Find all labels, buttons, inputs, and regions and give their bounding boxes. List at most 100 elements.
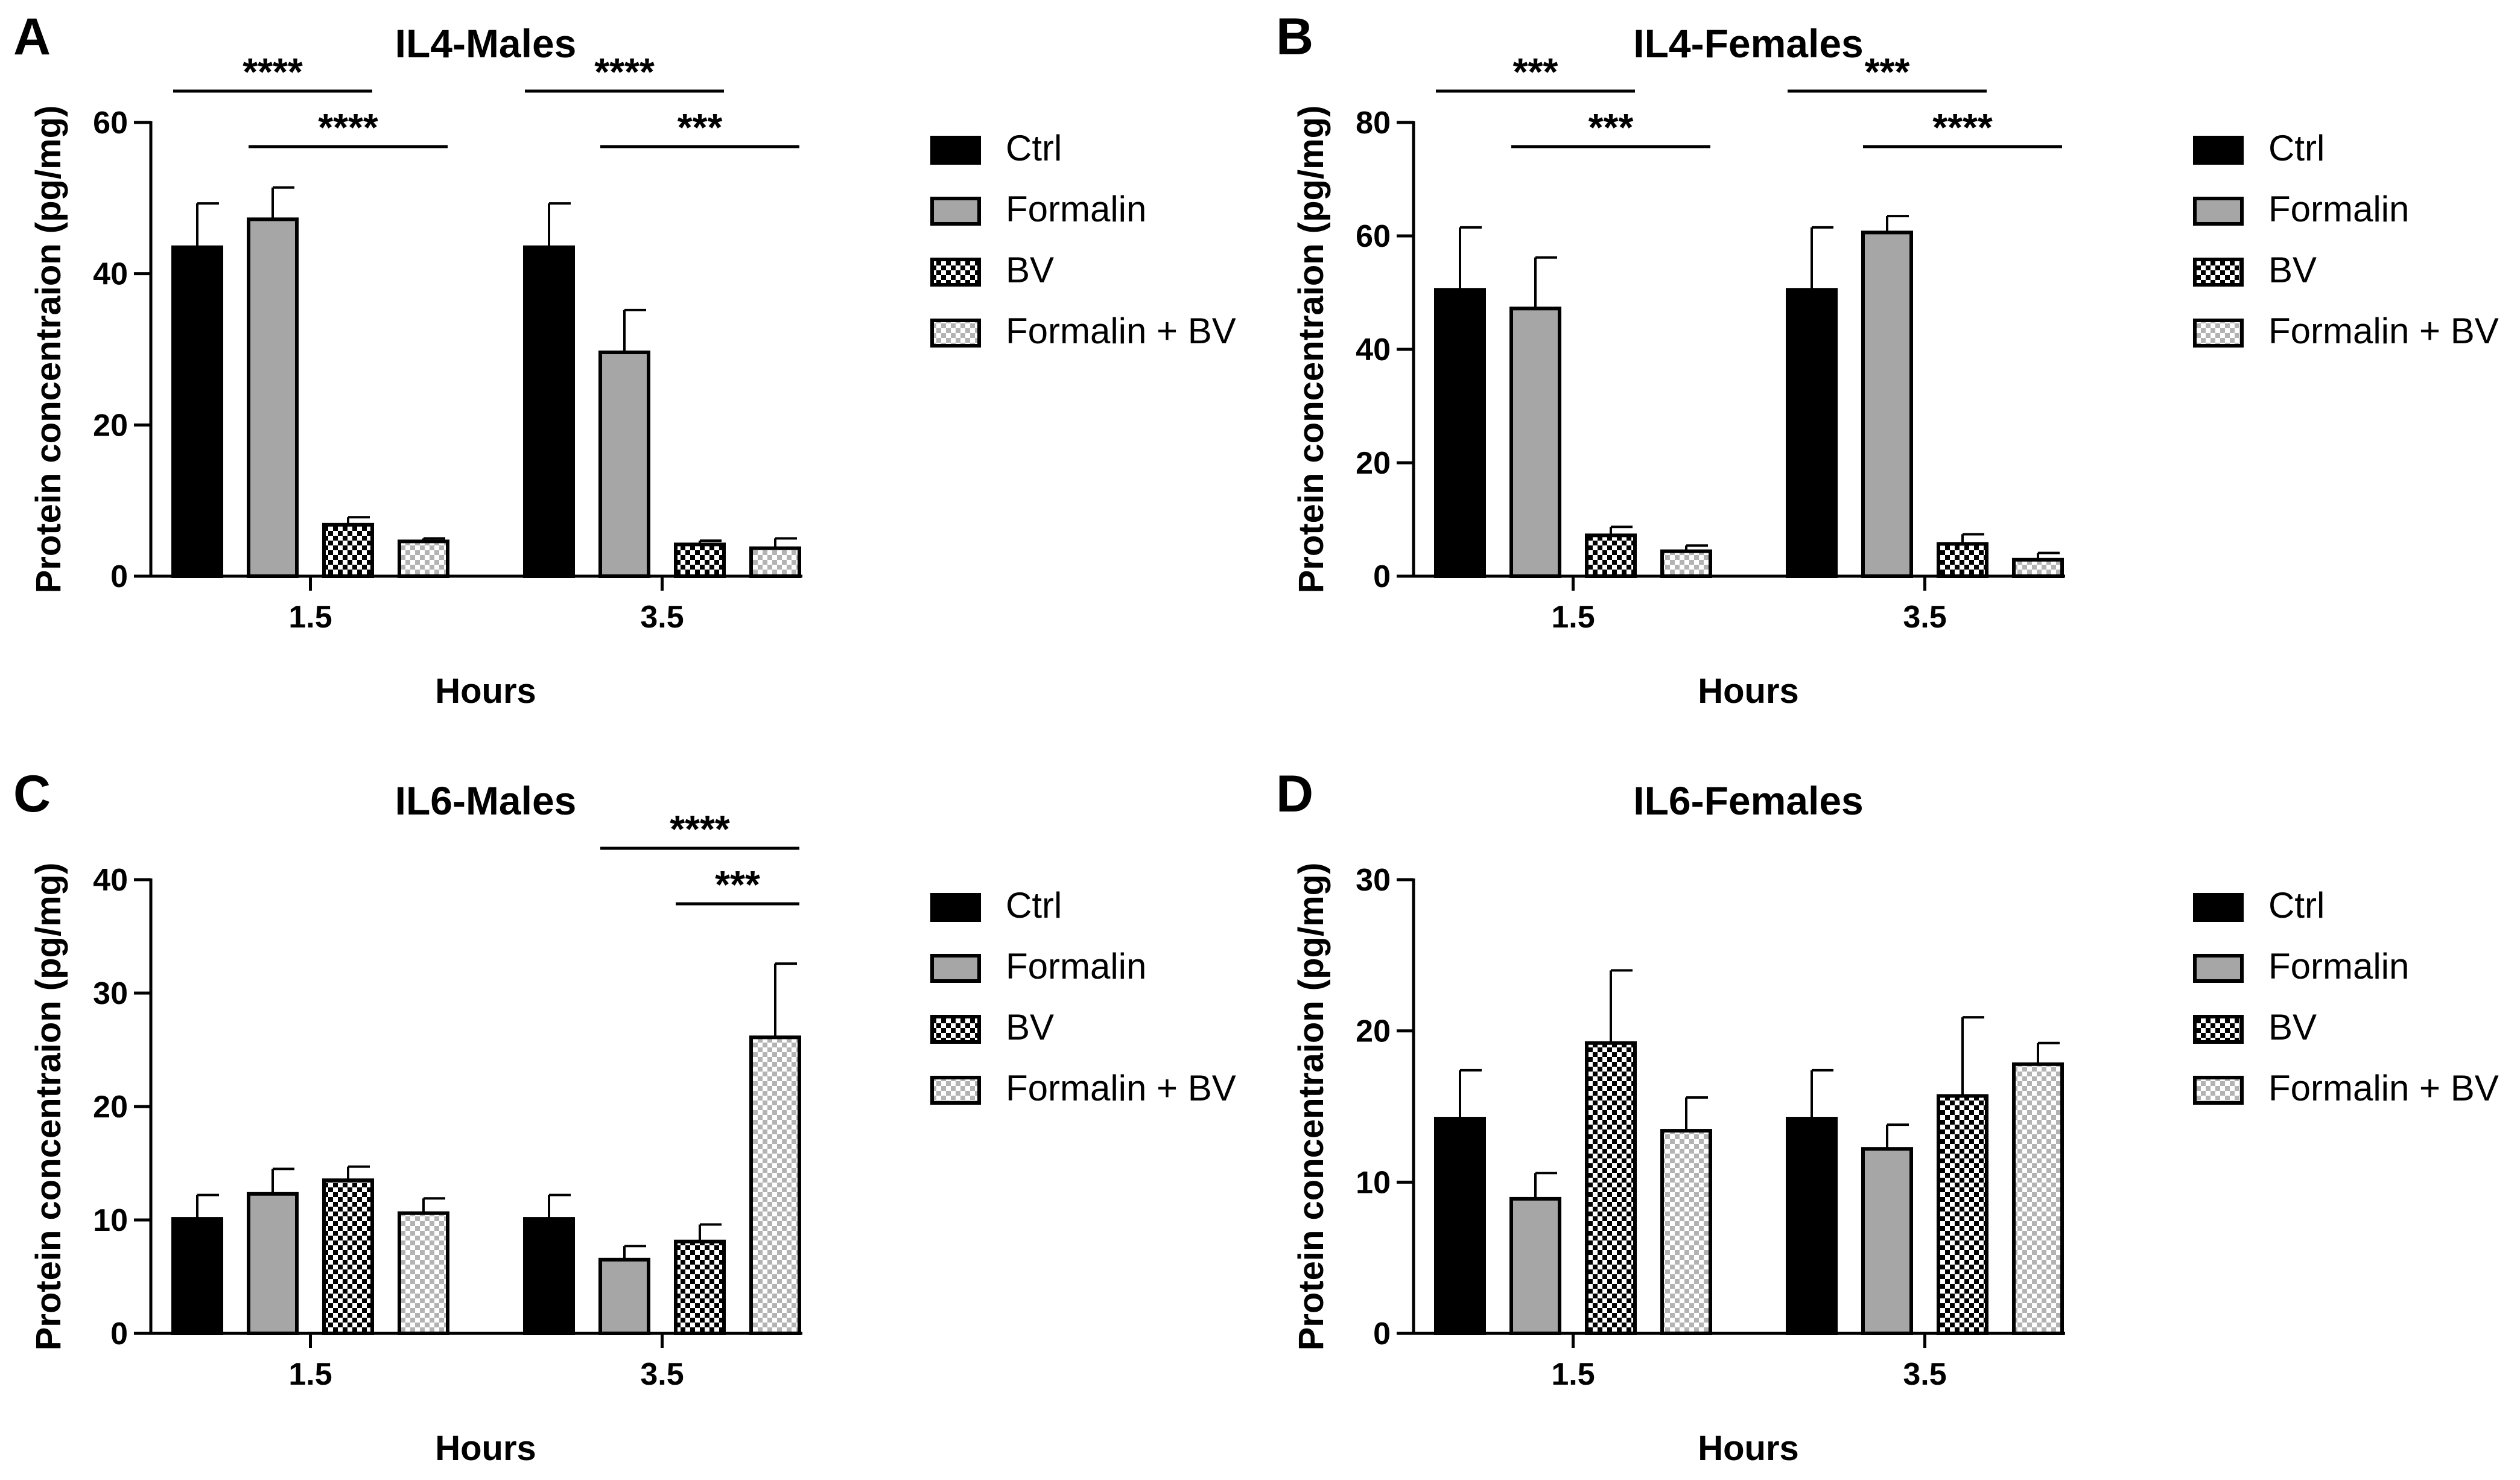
panel-b-letter: B [1276, 8, 1313, 66]
panel-d-x-label: Hours [1698, 1429, 1799, 1468]
panel-c-legend-label-bv: BV [1006, 1007, 1054, 1047]
panel-d-bar-formalin-bv-1-5 [1660, 1129, 1712, 1336]
panel-b-legend-swatch-formalin [2193, 197, 2244, 226]
panel-b-bar-bv-1-5 [1585, 533, 1637, 579]
panel-d-bar-bv-1-5 [1585, 1041, 1637, 1335]
panel-c-legend-label-formalin-bv: Formalin + BV [1006, 1068, 1236, 1108]
panel-d-legend-swatch-bv [2193, 1015, 2244, 1044]
panel-c-xtick-label: 3.5 [640, 1357, 684, 1392]
panel-d-legend-label-formalin-bv: Formalin + BV [2268, 1068, 2499, 1108]
panel-a-ytick-label: 40 [93, 257, 128, 292]
panel-d-y-label: Protein concentraion (pg/mg) [1292, 863, 1331, 1351]
panel-a-legend-swatch-ctrl [930, 136, 981, 165]
panel-c-ytick-label: 20 [93, 1090, 128, 1125]
panel-c-legend-label-formalin: Formalin [1006, 946, 1146, 986]
panel-a-sig-label: *** [678, 106, 723, 149]
panel-a-legend-label-bv: BV [1006, 250, 1054, 290]
panel-c-ytick-label: 10 [93, 1203, 128, 1238]
panel-b-legend-label-formalin: Formalin [2268, 189, 2409, 229]
panel-c-legend-swatch-bv [930, 1015, 981, 1044]
panel-b-sig-label: **** [1932, 106, 1993, 149]
panel-b: B IL4-Females 0 20 40 60 80 Protein concentraio… [1276, 8, 2499, 711]
panel-a-legend-swatch-formalin-bv [930, 319, 981, 348]
panel-d-title: IL6-Females [1633, 778, 1864, 823]
panel-b-title: IL4-Females [1633, 21, 1864, 66]
panel-d-ytick-label: 20 [1356, 1014, 1391, 1049]
panel-b-sig-label: *** [1513, 50, 1558, 94]
panel-b-legend-label-ctrl: Ctrl [2268, 128, 2325, 168]
panel-c: C IL6-Males 0 10 20 30 40 Protein concentraion … [13, 765, 1236, 1468]
panel-b-ytick-label: 60 [1356, 219, 1391, 254]
panel-a-bar-bv-3-5 [674, 542, 726, 578]
panel-a-ytick-label: 60 [93, 106, 128, 141]
panel-b-bar-ctrl-1-5 [1434, 288, 1486, 578]
panel-b-sig-label: *** [1588, 106, 1634, 149]
panel-b-ytick-label: 80 [1356, 106, 1391, 141]
panel-d-ytick-label: 10 [1356, 1165, 1391, 1200]
panel-c-letter: C [13, 765, 51, 823]
panel-c-bar-formalin-bv-3-5 [749, 1035, 801, 1335]
panel-d: D IL6-Females 0 10 20 30 Protein concentraion … [1276, 765, 2499, 1468]
panel-a-bar-bv-1-5 [322, 522, 374, 578]
panel-a-title: IL4-Males [395, 21, 577, 66]
panel-c-ytick-label: 30 [93, 976, 128, 1011]
panel-b-bar-formalin-3-5 [1861, 230, 1913, 578]
panel-d-legend-label-bv: BV [2268, 1007, 2317, 1047]
panel-d-xtick-label: 1.5 [1551, 1357, 1595, 1392]
panel-c-bar-ctrl-3-5 [523, 1217, 575, 1335]
panel-d-letter: D [1276, 765, 1313, 823]
panel-b-sig-label: *** [1865, 50, 1910, 94]
panel-a-sig-label: **** [594, 50, 655, 94]
panel-b-bar-ctrl-3-5 [1786, 288, 1838, 578]
panel-b-legend-swatch-ctrl [2193, 136, 2244, 165]
panel-d-bar-ctrl-1-5 [1434, 1117, 1486, 1335]
panel-b-legend-swatch-bv [2193, 258, 2244, 287]
panel-a-sig-label: **** [318, 106, 378, 149]
panel-a-letter: A [13, 8, 51, 66]
panel-a-legend-label-formalin-bv: Formalin + BV [1006, 311, 1236, 351]
panel-d-bar-bv-3-5 [1937, 1094, 1988, 1336]
panel-c-sig-label: *** [715, 863, 760, 906]
panel-a-xtick-label: 3.5 [640, 600, 684, 635]
panel-a-ytick-label: 0 [110, 559, 128, 594]
panel-b-xtick-label: 3.5 [1903, 600, 1946, 635]
panel-d-ytick-label: 0 [1373, 1316, 1391, 1351]
panel-b-bar-formalin-bv-1-5 [1660, 549, 1712, 579]
panel-d-bar-formalin-3-5 [1861, 1147, 1913, 1335]
panel-a-bar-ctrl-3-5 [523, 245, 575, 578]
panel-a-legend-label-formalin: Formalin [1006, 189, 1146, 229]
panel-c-ytick-label: 40 [93, 863, 128, 898]
panel-a-legend-label-ctrl: Ctrl [1006, 128, 1062, 168]
panel-d-bar-formalin-1-5 [1509, 1196, 1561, 1335]
panel-a-sig-label: **** [243, 50, 303, 94]
panel-a-xtick-label: 1.5 [288, 600, 332, 635]
panel-c-ytick-label: 0 [110, 1316, 128, 1351]
panel-b-bar-bv-3-5 [1937, 542, 1988, 578]
panel-a: A IL4-Males 0 20 40 60 Protein concentraion (p… [13, 8, 1236, 711]
panel-d-ytick-label: 30 [1356, 863, 1391, 898]
panel-c-bar-formalin-bv-1-5 [398, 1211, 449, 1335]
panel-a-bar-formalin-1-5 [247, 217, 299, 578]
panel-a-legend-swatch-formalin [930, 197, 981, 226]
panel-c-bar-formalin-1-5 [247, 1192, 299, 1336]
panel-c-title: IL6-Males [395, 778, 577, 823]
panel-c-legend-swatch-formalin [930, 954, 981, 983]
panel-b-bar-formalin-bv-3-5 [2012, 557, 2064, 578]
panel-d-xtick-label: 3.5 [1903, 1357, 1946, 1392]
panel-c-legend-label-ctrl: Ctrl [1006, 885, 1062, 926]
panel-b-ytick-label: 20 [1356, 446, 1391, 481]
panel-a-bar-formalin-bv-3-5 [749, 546, 801, 578]
panel-c-x-label: Hours [435, 1429, 536, 1468]
panel-d-legend-label-ctrl: Ctrl [2268, 885, 2325, 926]
panel-b-x-label: Hours [1698, 672, 1799, 711]
panel-b-legend-swatch-formalin-bv [2193, 319, 2244, 348]
panel-d-bar-ctrl-3-5 [1786, 1117, 1838, 1335]
panel-b-bar-formalin-1-5 [1509, 306, 1561, 578]
panel-c-bar-ctrl-1-5 [171, 1217, 223, 1335]
panel-d-legend-swatch-formalin-bv [2193, 1076, 2244, 1105]
panel-c-xtick-label: 1.5 [288, 1357, 332, 1392]
panel-a-ytick-label: 20 [93, 408, 128, 443]
panel-b-xtick-label: 1.5 [1551, 600, 1595, 635]
panel-c-legend-swatch-formalin-bv [930, 1076, 981, 1105]
